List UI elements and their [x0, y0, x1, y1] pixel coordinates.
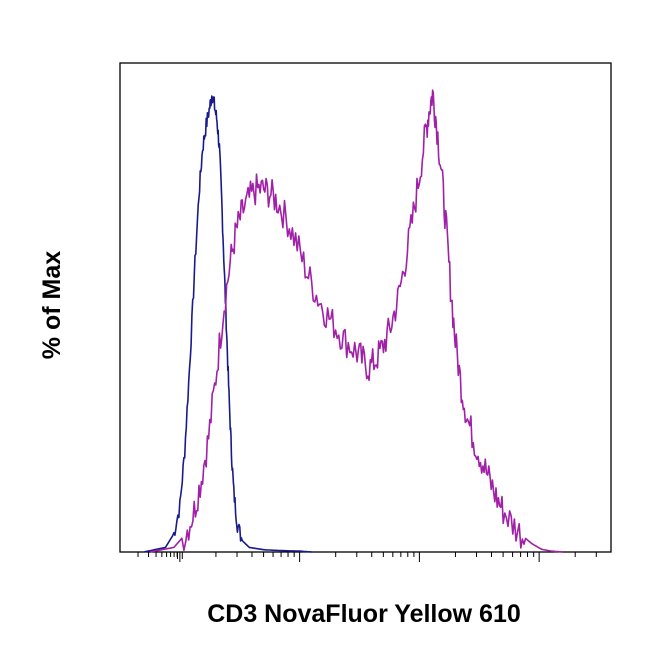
series-line-purple	[149, 89, 564, 553]
x-axis-label: CD3 NovaFluor Yellow 610	[207, 600, 521, 628]
series-group	[143, 89, 564, 553]
y-axis-label: % of Max	[38, 251, 66, 359]
x-axis-ticks	[137, 552, 597, 562]
plot-frame	[119, 62, 612, 553]
series-line-blue	[143, 95, 312, 553]
